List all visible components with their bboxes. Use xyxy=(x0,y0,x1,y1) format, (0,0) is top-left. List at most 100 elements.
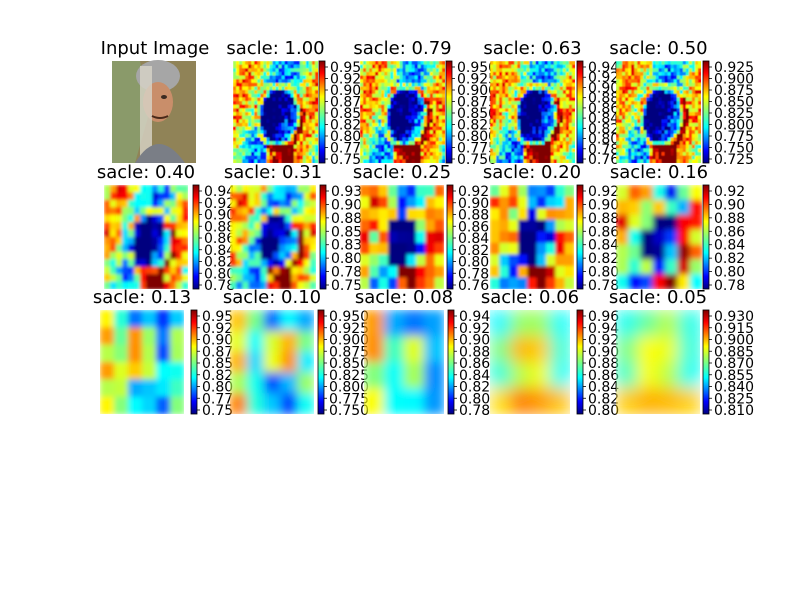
heatmap-cell xyxy=(122,274,129,283)
colorbar xyxy=(445,60,453,164)
heatmap-cell xyxy=(526,141,531,146)
heatmap-cell xyxy=(655,93,660,99)
heatmap-cell xyxy=(372,68,376,73)
heatmap-cell xyxy=(287,112,292,117)
heatmap-cell xyxy=(664,133,669,139)
heatmap-cell xyxy=(420,75,425,80)
heatmap-cell xyxy=(511,122,515,128)
colorbar-tick-label: 0.875 xyxy=(457,95,497,111)
heatmap-cell xyxy=(366,64,370,69)
heatmap-cell xyxy=(128,192,135,201)
heatmap-cell xyxy=(490,75,494,80)
heatmap-cell xyxy=(122,281,129,289)
heatmap-cell xyxy=(257,90,261,95)
heatmap-cell xyxy=(384,61,388,66)
heatmap-cell xyxy=(260,207,268,216)
heatmap-cell xyxy=(384,75,388,80)
heatmap-cell xyxy=(116,214,123,223)
heatmap-cell xyxy=(303,192,311,201)
heatmap-cell xyxy=(523,90,528,95)
heatmap-cell xyxy=(556,68,561,73)
heatmap-cell xyxy=(360,93,364,99)
heatmap-cell xyxy=(631,115,635,120)
heatmap-cell xyxy=(682,130,687,135)
heatmap-cell xyxy=(490,115,494,120)
heatmap-cell xyxy=(426,130,431,135)
heatmap-cell xyxy=(550,71,555,77)
heatmap-cell xyxy=(508,185,519,198)
heatmap-cell xyxy=(622,141,626,146)
heatmap-cell xyxy=(266,64,271,69)
heatmap-cell xyxy=(158,199,165,208)
heatmap-cell xyxy=(260,130,264,135)
heatmap-cell xyxy=(565,64,570,69)
colorbar-tick-label: 0.82 xyxy=(714,251,745,267)
heatmap-cell xyxy=(245,75,249,80)
heatmap-cell xyxy=(164,244,171,253)
heatmap-cell xyxy=(529,148,534,153)
heatmap-cell xyxy=(535,101,540,106)
heatmap-cell xyxy=(414,61,419,66)
heatmap-cell xyxy=(393,104,398,109)
heatmap-cell xyxy=(278,104,283,109)
heatmap-cell xyxy=(510,336,531,363)
heatmap-cell xyxy=(628,155,632,160)
heatmap-cell xyxy=(260,281,268,289)
colorbar-tick-label: 0.950 xyxy=(457,60,497,76)
heatmap-cell xyxy=(299,71,304,77)
heatmap-cell xyxy=(628,79,632,84)
heatmap-cell xyxy=(269,86,274,91)
heatmap-cell xyxy=(643,101,647,106)
heatmap-cell xyxy=(541,152,546,157)
colorbar-tick-label: 0.94 xyxy=(459,309,490,325)
heatmap-cell xyxy=(308,97,313,102)
heatmap-cell xyxy=(384,68,388,73)
heatmap-image xyxy=(616,61,701,163)
heatmap-cell xyxy=(536,265,547,279)
panel-title: sacle: 0.50 xyxy=(609,38,707,59)
heatmap-cell xyxy=(308,112,313,117)
heatmap-cell xyxy=(550,152,555,157)
heatmap-cell xyxy=(293,152,298,157)
heatmap-cell xyxy=(438,130,443,135)
heatmap-cell xyxy=(499,97,503,102)
colorbar-tick-label: 0.875 xyxy=(714,83,754,99)
heatmap-cell xyxy=(405,137,410,142)
heatmap-cell xyxy=(257,130,261,135)
heatmap-cell xyxy=(402,90,407,95)
heatmap-cell xyxy=(694,79,699,84)
heatmap-cell xyxy=(490,64,494,69)
heatmap-cell xyxy=(378,68,382,73)
heatmap-cell xyxy=(556,115,561,120)
heatmap-cell xyxy=(263,93,267,99)
heatmap-cell xyxy=(285,199,293,208)
heatmap-cell xyxy=(432,115,437,120)
heatmap-cell xyxy=(634,61,638,66)
heatmap-cell xyxy=(269,159,274,163)
heatmap-cell xyxy=(634,90,638,95)
heatmap-cell xyxy=(426,119,431,124)
heatmap-cell xyxy=(266,71,271,77)
heatmap-cell xyxy=(291,222,299,231)
heatmap-cell xyxy=(694,159,699,163)
heatmap-cell xyxy=(314,61,318,66)
heatmap-cell xyxy=(553,104,558,109)
heatmap-cell xyxy=(290,115,295,120)
heatmap-cell xyxy=(275,82,280,88)
heatmap-cell xyxy=(631,68,635,73)
heatmap-cell xyxy=(679,75,684,80)
heatmap-cell xyxy=(640,214,654,231)
heatmap-cell xyxy=(366,130,370,135)
heatmap-cell xyxy=(287,148,292,153)
heatmap-cell xyxy=(230,244,237,253)
heatmap-cell xyxy=(284,86,289,91)
heatmap-cell xyxy=(438,101,443,106)
heatmap-cell xyxy=(565,90,570,95)
heatmap-cell xyxy=(505,97,509,102)
heatmap-cell xyxy=(694,133,699,139)
heatmap-cell xyxy=(128,185,135,194)
heatmap-cell xyxy=(305,82,310,88)
heatmap-cell xyxy=(559,115,564,120)
heatmap-cell xyxy=(631,133,635,139)
heatmap-cell xyxy=(532,122,537,128)
